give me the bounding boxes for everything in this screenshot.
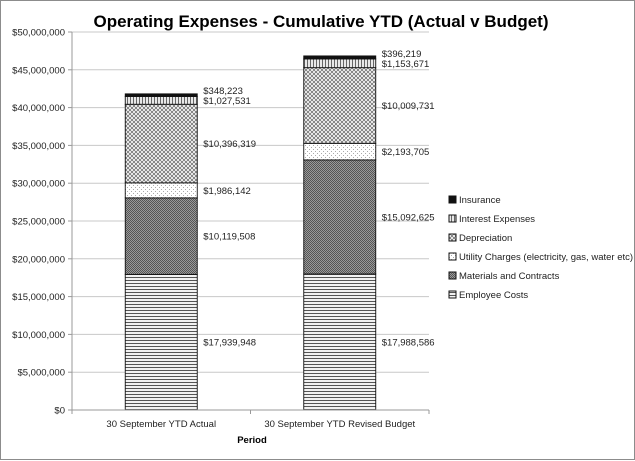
y-tick-label: $5,000,000 xyxy=(17,368,65,379)
legend-item: Utility Charges (electricity, gas, water… xyxy=(448,252,633,263)
x-axis-title: Period xyxy=(237,435,267,446)
legend-label: Depreciation xyxy=(459,233,512,244)
data-label: $10,396,319 xyxy=(203,139,256,150)
legend-swatch xyxy=(448,271,457,280)
data-label: $1,153,671 xyxy=(382,59,430,70)
y-tick-label: $25,000,000 xyxy=(12,217,65,228)
y-tick-label: $10,000,000 xyxy=(12,330,65,341)
legend-item: Depreciation xyxy=(448,233,512,244)
data-label: $15,092,625 xyxy=(382,212,435,223)
data-label: $17,988,586 xyxy=(382,338,435,349)
data-label: $2,193,705 xyxy=(382,147,430,158)
x-tick-label: 30 September YTD Actual xyxy=(106,419,216,430)
legend-label: Utility Charges (electricity, gas, water… xyxy=(459,252,633,263)
legend-item: Materials and Contracts xyxy=(448,271,560,282)
legend: Insurance Interest Expenses Depreciation Ut… xyxy=(448,195,633,301)
data-label: $10,119,508 xyxy=(203,232,255,243)
legend-item: Insurance xyxy=(448,195,501,206)
y-tick-label: $50,000,000 xyxy=(12,28,65,39)
bar-segment-employee-costs xyxy=(303,273,377,411)
bars xyxy=(124,55,377,411)
bar-segment-materials-and-contracts xyxy=(124,197,198,275)
bar-segment-depreciation xyxy=(303,67,377,144)
data-label: $396,219 xyxy=(382,49,422,60)
bar-segment-interest-expenses xyxy=(303,58,377,69)
data-label: $10,009,731 xyxy=(382,101,435,112)
y-tick-label: $20,000,000 xyxy=(12,254,65,265)
legend-label: Insurance xyxy=(459,195,501,206)
bar-segment-employee-costs xyxy=(124,273,198,411)
data-labels: $17,939,948 $10,119,508 $1,986,142 $10,396,… xyxy=(203,49,434,349)
bar-segment-utility-charges-electricity-gas-water-etc xyxy=(303,142,377,161)
y-tick-label: $40,000,000 xyxy=(12,103,65,114)
chart-title: Operating Expenses - Cumulative YTD (Act… xyxy=(94,12,549,31)
bar-segment-utility-charges-electricity-gas-water-etc xyxy=(124,182,198,199)
legend-swatch xyxy=(448,214,457,223)
y-tick-label: $35,000,000 xyxy=(12,141,65,152)
x-axis: 30 September YTD Actual 30 September YTD … xyxy=(71,409,430,430)
data-label: $17,939,948 xyxy=(203,338,256,349)
bar-segment-materials-and-contracts xyxy=(303,159,377,275)
bar-segment-depreciation xyxy=(124,103,198,184)
y-tick-label: $0 xyxy=(54,406,65,417)
legend-label: Employee Costs xyxy=(459,290,528,301)
x-tick-label: 30 September YTD Revised Budget xyxy=(264,419,415,430)
data-label: $1,027,531 xyxy=(203,96,251,107)
data-label: $348,223 xyxy=(203,86,243,97)
legend-swatch xyxy=(448,195,457,204)
y-tick-label: $30,000,000 xyxy=(12,179,65,190)
legend-swatch xyxy=(448,290,457,299)
bar-segment-insurance xyxy=(303,55,377,60)
bar-segment-insurance xyxy=(124,93,198,97)
data-label: $1,986,142 xyxy=(203,186,251,197)
y-tick-label: $15,000,000 xyxy=(12,292,65,303)
legend-swatch xyxy=(448,233,457,242)
legend-label: Materials and Contracts xyxy=(459,271,560,282)
y-axis: $0 $5,000,000 $10,000,000 $15,000,000 $20,00… xyxy=(12,28,73,417)
legend-item: Employee Costs xyxy=(448,290,528,301)
legend-label: Interest Expenses xyxy=(459,214,535,225)
y-tick-label: $45,000,000 xyxy=(12,65,65,76)
bar-segment-interest-expenses xyxy=(124,96,198,105)
legend-swatch xyxy=(448,252,457,261)
legend-item: Interest Expenses xyxy=(448,214,535,225)
